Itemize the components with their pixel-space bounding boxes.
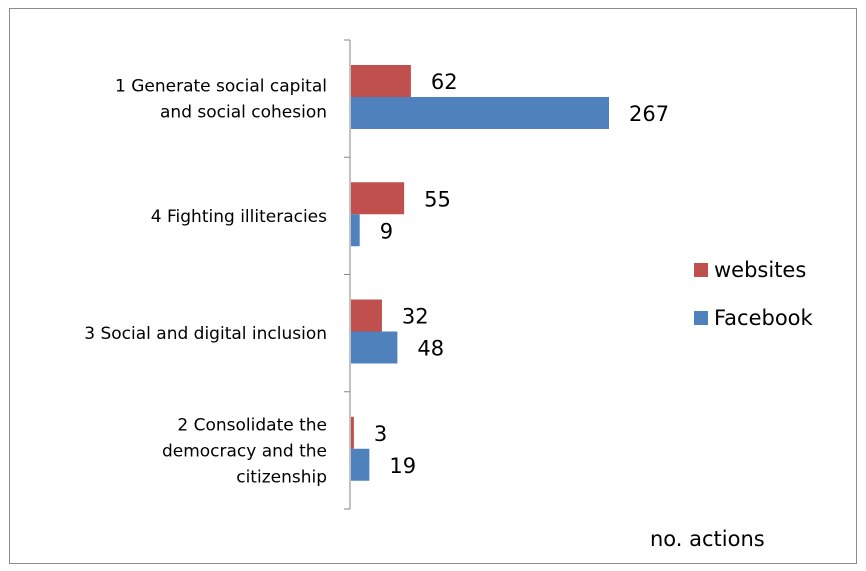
labels-layer: 1 Generate social capital and social cohe… [84, 70, 669, 487]
category-label: 2 Consolidate the democracy and the citize… [162, 415, 327, 487]
category-label-line: citizenship [236, 467, 327, 487]
bar-websites [351, 65, 411, 97]
bar-facebook [351, 214, 360, 247]
legend-swatch-facebook [694, 311, 708, 325]
legend-swatch-websites [694, 263, 708, 277]
category-label-line: 1 Generate social capital [115, 77, 327, 97]
category-label: 1 Generate social capital and social cohe… [115, 77, 327, 123]
category-label: 4 Fighting illiteracies [151, 207, 327, 227]
category-label-line: and social cohesion [160, 103, 327, 123]
data-label: 62 [431, 70, 458, 94]
category-label-line: 2 Consolidate the [177, 415, 327, 435]
bar-websites [351, 416, 354, 449]
data-label: 32 [402, 305, 429, 329]
bar-websites [351, 299, 382, 332]
bar-websites [351, 182, 405, 215]
category-label-line: democracy and the [162, 441, 327, 461]
category-label-line: 3 Social and digital inclusion [84, 324, 327, 344]
bars-layer [351, 65, 609, 481]
legend-label-websites: websites [714, 258, 806, 282]
data-label: 3 [374, 422, 387, 446]
unit-label: no. actions [650, 527, 765, 551]
data-label: 19 [389, 454, 416, 478]
category-label: 3 Social and digital inclusion [84, 324, 327, 344]
category-label-line: 4 Fighting illiteracies [151, 207, 327, 227]
bar-facebook [351, 448, 370, 481]
bar-facebook [351, 331, 398, 364]
axis-layer [344, 39, 351, 510]
data-label: 55 [424, 187, 451, 211]
legend-label-facebook: Facebook [714, 306, 814, 330]
bar-facebook [351, 97, 609, 129]
data-label: 48 [417, 337, 444, 361]
data-label: 267 [629, 102, 669, 126]
data-label: 9 [380, 219, 393, 243]
legend: websites Facebook [694, 258, 814, 330]
